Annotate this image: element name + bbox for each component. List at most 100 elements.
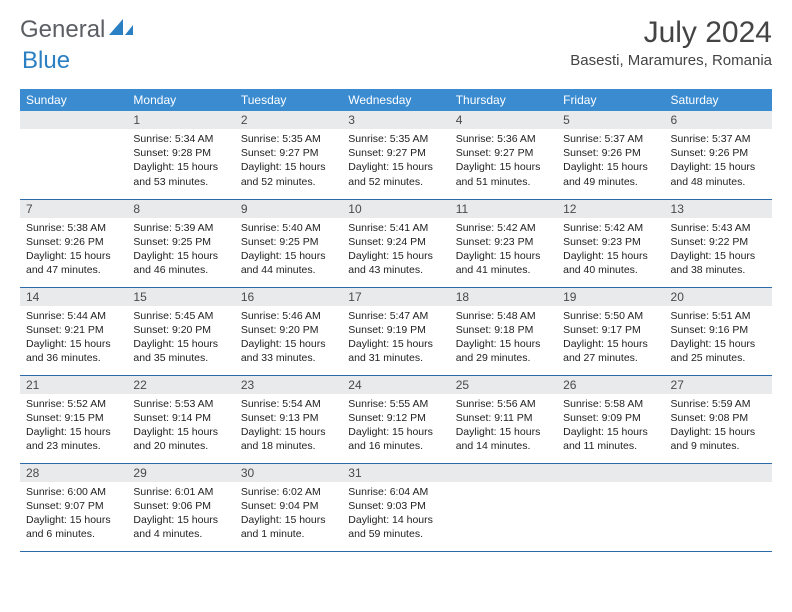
day-content: Sunrise: 5:37 AMSunset: 9:26 PMDaylight:… [557,129,664,197]
day-number: 21 [20,376,127,394]
daylight-text: Daylight: 15 hours and 33 minutes. [241,337,336,365]
weekday-header: Tuesday [235,89,342,111]
day-content: Sunrise: 6:00 AMSunset: 9:07 PMDaylight:… [20,482,127,550]
sunset-text: Sunset: 9:03 PM [348,499,443,513]
weekday-header: Thursday [450,89,557,111]
day-cell [450,463,557,551]
sunrise-text: Sunrise: 5:50 AM [563,309,658,323]
sunset-text: Sunset: 9:18 PM [456,323,551,337]
day-content: Sunrise: 5:37 AMSunset: 9:26 PMDaylight:… [665,129,772,197]
daylight-text: Daylight: 15 hours and 4 minutes. [133,513,228,541]
day-cell: 26Sunrise: 5:58 AMSunset: 9:09 PMDayligh… [557,375,664,463]
sunset-text: Sunset: 9:22 PM [671,235,766,249]
day-content [665,482,772,493]
sunset-text: Sunset: 9:09 PM [563,411,658,425]
daylight-text: Daylight: 15 hours and 23 minutes. [26,425,121,453]
sunset-text: Sunset: 9:23 PM [456,235,551,249]
sunrise-text: Sunrise: 5:48 AM [456,309,551,323]
day-content: Sunrise: 5:48 AMSunset: 9:18 PMDaylight:… [450,306,557,374]
sunset-text: Sunset: 9:26 PM [563,146,658,160]
day-cell: 9Sunrise: 5:40 AMSunset: 9:25 PMDaylight… [235,199,342,287]
day-number: 2 [235,111,342,129]
day-content: Sunrise: 5:58 AMSunset: 9:09 PMDaylight:… [557,394,664,462]
day-content: Sunrise: 5:39 AMSunset: 9:25 PMDaylight:… [127,218,234,286]
location-text: Basesti, Maramures, Romania [570,52,772,69]
day-number: 20 [665,288,772,306]
day-number: 1 [127,111,234,129]
week-row: 28Sunrise: 6:00 AMSunset: 9:07 PMDayligh… [20,463,772,551]
day-cell: 22Sunrise: 5:53 AMSunset: 9:14 PMDayligh… [127,375,234,463]
weekday-header: Wednesday [342,89,449,111]
daylight-text: Daylight: 15 hours and 43 minutes. [348,249,443,277]
day-number: 17 [342,288,449,306]
day-content: Sunrise: 5:52 AMSunset: 9:15 PMDaylight:… [20,394,127,462]
day-content: Sunrise: 5:40 AMSunset: 9:25 PMDaylight:… [235,218,342,286]
sunset-text: Sunset: 9:25 PM [133,235,228,249]
day-content: Sunrise: 5:43 AMSunset: 9:22 PMDaylight:… [665,218,772,286]
day-content: Sunrise: 5:41 AMSunset: 9:24 PMDaylight:… [342,218,449,286]
sunset-text: Sunset: 9:25 PM [241,235,336,249]
sunrise-text: Sunrise: 5:41 AM [348,221,443,235]
sunset-text: Sunset: 9:26 PM [671,146,766,160]
sunset-text: Sunset: 9:08 PM [671,411,766,425]
day-number: 9 [235,200,342,218]
daylight-text: Daylight: 15 hours and 44 minutes. [241,249,336,277]
day-content: Sunrise: 5:42 AMSunset: 9:23 PMDaylight:… [557,218,664,286]
brand-word-1: General [20,16,105,44]
day-number: 31 [342,464,449,482]
sunrise-text: Sunrise: 5:43 AM [671,221,766,235]
day-number: 29 [127,464,234,482]
day-content: Sunrise: 6:02 AMSunset: 9:04 PMDaylight:… [235,482,342,550]
calendar-table: Sunday Monday Tuesday Wednesday Thursday… [20,89,772,552]
sunrise-text: Sunrise: 5:59 AM [671,397,766,411]
day-cell: 3Sunrise: 5:35 AMSunset: 9:27 PMDaylight… [342,111,449,199]
daylight-text: Daylight: 15 hours and 47 minutes. [26,249,121,277]
daylight-text: Daylight: 15 hours and 6 minutes. [26,513,121,541]
daylight-text: Daylight: 15 hours and 38 minutes. [671,249,766,277]
sunrise-text: Sunrise: 5:38 AM [26,221,121,235]
daylight-text: Daylight: 15 hours and 16 minutes. [348,425,443,453]
day-number: 19 [557,288,664,306]
day-number: 14 [20,288,127,306]
day-content: Sunrise: 5:45 AMSunset: 9:20 PMDaylight:… [127,306,234,374]
day-cell: 28Sunrise: 6:00 AMSunset: 9:07 PMDayligh… [20,463,127,551]
daylight-text: Daylight: 15 hours and 31 minutes. [348,337,443,365]
daylight-text: Daylight: 15 hours and 25 minutes. [671,337,766,365]
sunrise-text: Sunrise: 6:02 AM [241,485,336,499]
day-cell: 18Sunrise: 5:48 AMSunset: 9:18 PMDayligh… [450,287,557,375]
sunset-text: Sunset: 9:04 PM [241,499,336,513]
month-title: July 2024 [570,16,772,50]
sunset-text: Sunset: 9:20 PM [133,323,228,337]
sunset-text: Sunset: 9:16 PM [671,323,766,337]
sunrise-text: Sunrise: 5:46 AM [241,309,336,323]
sunrise-text: Sunrise: 5:56 AM [456,397,551,411]
sunrise-text: Sunrise: 5:35 AM [241,132,336,146]
daylight-text: Daylight: 15 hours and 9 minutes. [671,425,766,453]
day-cell: 16Sunrise: 5:46 AMSunset: 9:20 PMDayligh… [235,287,342,375]
day-cell: 12Sunrise: 5:42 AMSunset: 9:23 PMDayligh… [557,199,664,287]
day-content: Sunrise: 5:47 AMSunset: 9:19 PMDaylight:… [342,306,449,374]
day-number [557,464,664,482]
day-cell: 1Sunrise: 5:34 AMSunset: 9:28 PMDaylight… [127,111,234,199]
sunset-text: Sunset: 9:13 PM [241,411,336,425]
daylight-text: Daylight: 15 hours and 51 minutes. [456,160,551,188]
sunset-text: Sunset: 9:20 PM [241,323,336,337]
sunset-text: Sunset: 9:17 PM [563,323,658,337]
daylight-text: Daylight: 15 hours and 52 minutes. [241,160,336,188]
day-cell: 10Sunrise: 5:41 AMSunset: 9:24 PMDayligh… [342,199,449,287]
week-row: 7Sunrise: 5:38 AMSunset: 9:26 PMDaylight… [20,199,772,287]
sunset-text: Sunset: 9:14 PM [133,411,228,425]
daylight-text: Daylight: 15 hours and 27 minutes. [563,337,658,365]
sunset-text: Sunset: 9:24 PM [348,235,443,249]
day-number [665,464,772,482]
sunset-text: Sunset: 9:12 PM [348,411,443,425]
daylight-text: Daylight: 15 hours and 46 minutes. [133,249,228,277]
sunrise-text: Sunrise: 6:04 AM [348,485,443,499]
daylight-text: Daylight: 15 hours and 40 minutes. [563,249,658,277]
day-content [450,482,557,493]
day-cell [20,111,127,199]
day-number: 27 [665,376,772,394]
day-content: Sunrise: 5:53 AMSunset: 9:14 PMDaylight:… [127,394,234,462]
sunset-text: Sunset: 9:11 PM [456,411,551,425]
sunrise-text: Sunrise: 5:47 AM [348,309,443,323]
